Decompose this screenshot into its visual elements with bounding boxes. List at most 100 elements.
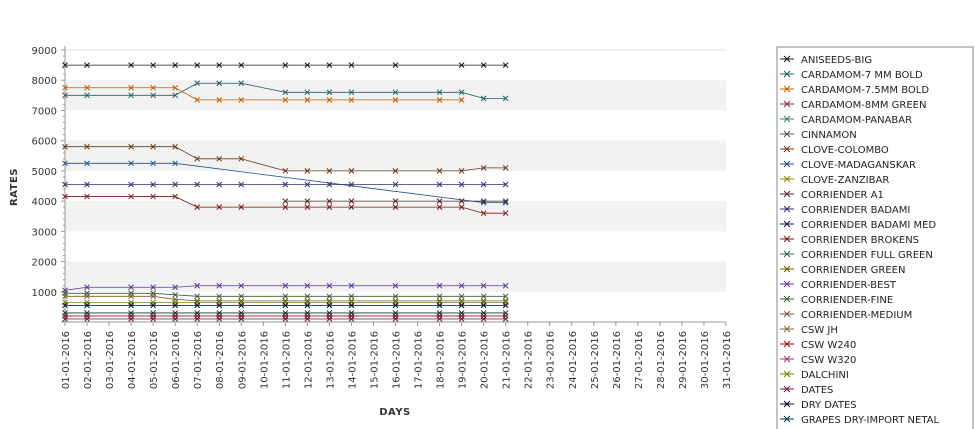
data-point bbox=[480, 62, 487, 68]
data-point bbox=[392, 302, 399, 309]
data-point bbox=[150, 193, 156, 200]
legend-label: CLOVE-ZANZIBAR bbox=[801, 175, 889, 186]
data-point bbox=[150, 92, 156, 99]
legend-item: CLOVE-COLOMBO bbox=[780, 145, 889, 156]
data-point bbox=[458, 168, 465, 174]
data-point bbox=[216, 62, 223, 68]
data-point bbox=[84, 181, 90, 188]
data-point bbox=[128, 62, 134, 68]
data-point bbox=[326, 204, 333, 211]
legend-swatch-marker bbox=[783, 370, 791, 378]
data-point bbox=[282, 62, 289, 68]
data-point bbox=[216, 293, 223, 300]
legend-swatch-marker bbox=[783, 70, 791, 78]
x-tick-label: 06-01-2016 bbox=[171, 331, 182, 389]
x-tick-label: 03-01-2016 bbox=[105, 331, 116, 389]
y-tick-label: 4000 bbox=[32, 197, 57, 208]
legend-item: CLOVE-MADAGANSKAR bbox=[780, 160, 916, 171]
data-point bbox=[304, 62, 311, 68]
x-tick-label: 09-01-2016 bbox=[237, 331, 248, 389]
data-point bbox=[62, 62, 68, 68]
data-point bbox=[128, 92, 134, 99]
data-point bbox=[326, 198, 333, 204]
data-point bbox=[326, 282, 333, 289]
data-point bbox=[84, 293, 90, 300]
data-point bbox=[62, 193, 68, 200]
legend-label: CARDAMOM-7 MM BOLD bbox=[801, 70, 923, 81]
data-point bbox=[458, 282, 465, 289]
series-corriender-fine bbox=[62, 290, 509, 300]
data-point bbox=[128, 181, 134, 188]
x-tick-label: 11-01-2016 bbox=[281, 331, 292, 389]
data-point bbox=[458, 204, 465, 211]
series-dry-dates bbox=[62, 302, 509, 309]
data-point bbox=[128, 160, 134, 167]
data-point bbox=[304, 89, 311, 96]
legend-swatch-marker bbox=[783, 85, 791, 93]
data-point bbox=[194, 80, 201, 87]
data-point bbox=[150, 84, 156, 91]
legend-swatch-marker bbox=[783, 265, 791, 273]
data-point bbox=[62, 316, 68, 322]
data-point bbox=[436, 293, 443, 300]
data-point bbox=[150, 310, 156, 316]
legend-swatch-marker bbox=[783, 250, 791, 258]
legend-label: CORRIENDER BROKENS bbox=[801, 235, 919, 246]
data-point bbox=[304, 302, 311, 309]
data-point bbox=[194, 204, 201, 211]
data-point bbox=[304, 168, 311, 174]
legend-item: CARDAMOM-8MM GREEN bbox=[780, 100, 926, 111]
data-point bbox=[62, 92, 68, 99]
legend-swatch-marker bbox=[783, 235, 791, 243]
legend-item: CSW W320 bbox=[780, 355, 856, 366]
x-tick-label: 29-01-2016 bbox=[678, 331, 689, 389]
x-tick-label: 15-01-2016 bbox=[369, 331, 380, 389]
data-point bbox=[282, 97, 289, 103]
data-point bbox=[194, 293, 201, 300]
data-point bbox=[172, 143, 179, 150]
series-corriender-brokens bbox=[62, 193, 509, 217]
plot-series bbox=[62, 62, 509, 322]
legend-swatch-marker bbox=[783, 220, 791, 228]
legend-item: CORRIENDER FULL GREEN bbox=[780, 250, 933, 261]
y-tick-label: 3000 bbox=[32, 227, 57, 238]
data-point bbox=[348, 310, 355, 316]
series-clove-madaganskar bbox=[62, 160, 509, 206]
legend-label: CINNAMON bbox=[801, 130, 857, 141]
data-point bbox=[194, 310, 201, 316]
legend-label: DRY DATES bbox=[801, 400, 857, 411]
data-point bbox=[348, 198, 355, 204]
data-point bbox=[282, 302, 289, 309]
data-point bbox=[326, 62, 333, 68]
data-point bbox=[392, 198, 399, 204]
x-axis: 01-01-2016 02-01-2016 03-01-2016 04-01-2016… bbox=[61, 321, 733, 389]
data-point bbox=[392, 168, 399, 174]
y-tick-label: 8000 bbox=[32, 76, 57, 87]
data-point bbox=[502, 210, 509, 217]
data-point bbox=[150, 62, 156, 68]
legend-swatch-marker bbox=[783, 130, 791, 138]
series-clove-colombo bbox=[62, 143, 509, 174]
data-point bbox=[304, 97, 311, 103]
data-point bbox=[84, 160, 90, 167]
data-point bbox=[326, 302, 333, 309]
x-tick-label: 14-01-2016 bbox=[347, 331, 358, 389]
series-dates bbox=[62, 316, 509, 322]
x-tick-label: 13-01-2016 bbox=[325, 331, 336, 389]
data-point bbox=[480, 181, 487, 188]
data-point bbox=[194, 181, 201, 188]
legend-label: CORRIENDER BADAMI bbox=[801, 205, 910, 216]
legend-swatch-marker bbox=[783, 340, 791, 348]
data-point bbox=[502, 310, 509, 316]
data-point bbox=[348, 316, 355, 322]
legend-swatch-marker bbox=[783, 115, 791, 123]
legend-swatch-marker bbox=[783, 415, 791, 423]
data-point bbox=[84, 143, 90, 150]
data-point bbox=[436, 282, 443, 289]
data-point bbox=[128, 310, 134, 316]
data-point bbox=[216, 310, 223, 316]
data-point bbox=[392, 310, 399, 316]
data-point bbox=[238, 204, 245, 211]
data-point bbox=[458, 198, 465, 204]
x-tick-label: 21-01-2016 bbox=[502, 331, 513, 389]
